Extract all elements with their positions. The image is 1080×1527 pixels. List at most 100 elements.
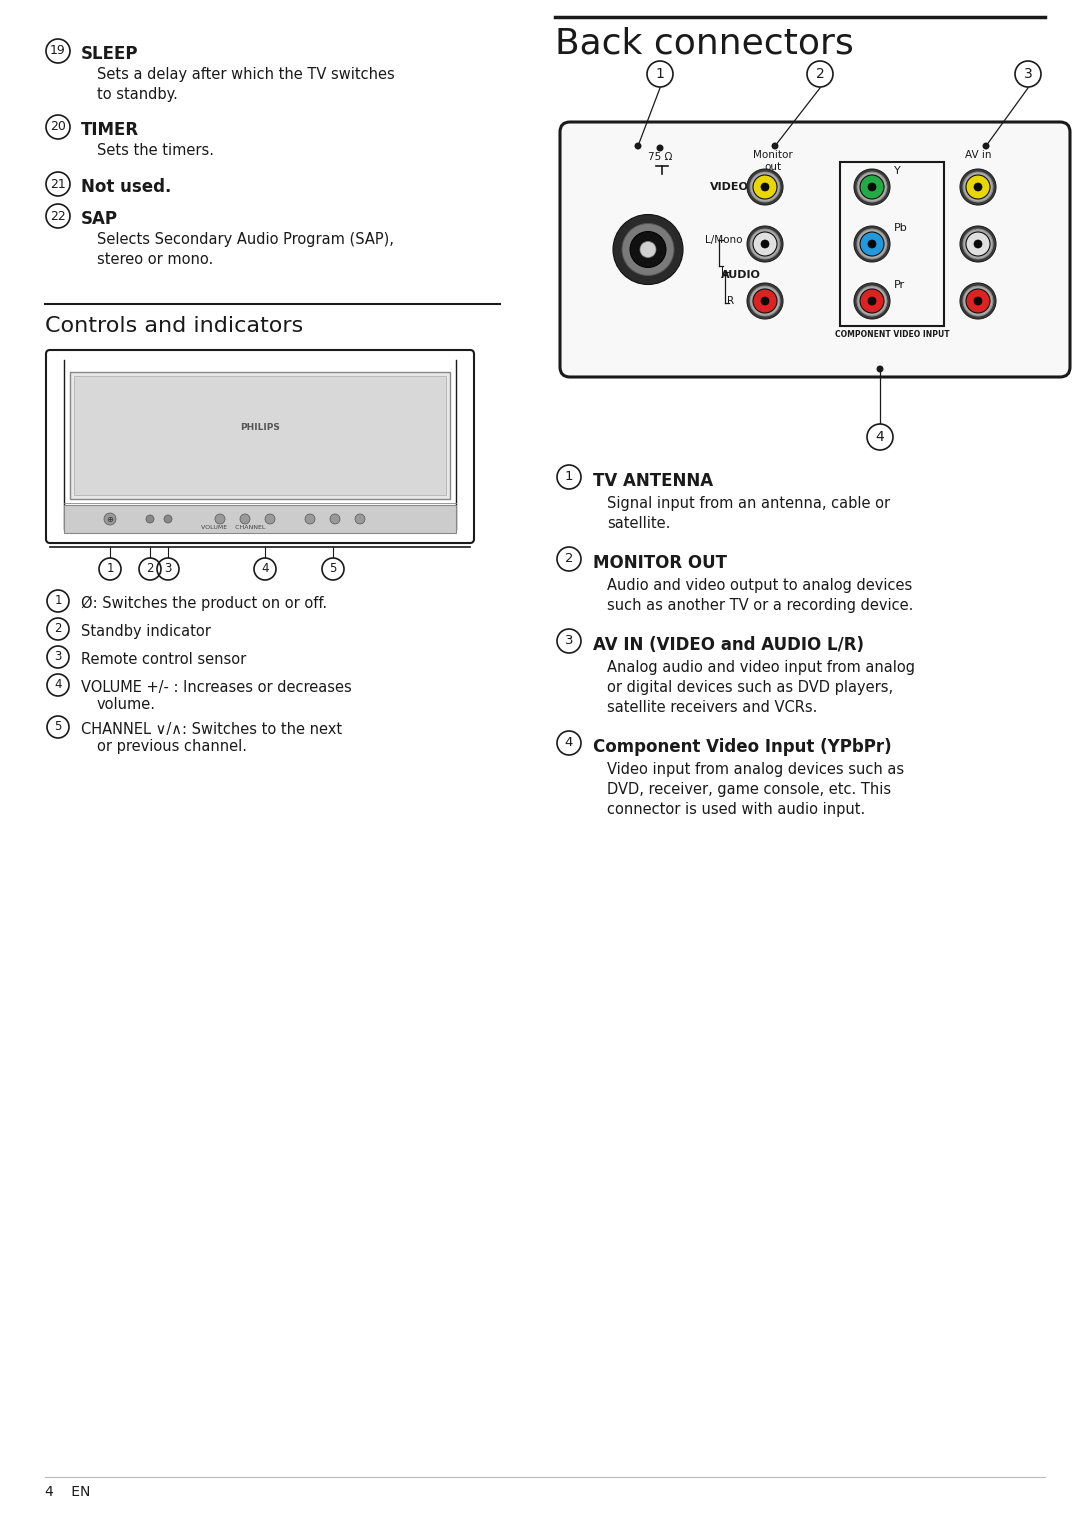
Circle shape [753,176,777,199]
Text: AV IN (VIDEO and AUDIO L/R): AV IN (VIDEO and AUDIO L/R) [593,637,864,654]
Circle shape [966,289,990,313]
Circle shape [868,183,876,191]
Circle shape [750,229,780,260]
Circle shape [960,226,996,263]
Text: 1: 1 [656,67,664,81]
Text: Signal input from an antenna, cable or
satellite.: Signal input from an antenna, cable or s… [607,496,890,531]
Text: Remote control sensor: Remote control sensor [81,652,246,667]
Circle shape [305,515,315,524]
Text: SLEEP: SLEEP [81,44,138,63]
Text: Sets the timers.: Sets the timers. [97,144,214,157]
Text: Ø: Switches the product on or off.: Ø: Switches the product on or off. [81,596,327,611]
Text: VIDEO: VIDEO [710,182,748,192]
Text: AUDIO: AUDIO [721,269,761,279]
Text: 3: 3 [1024,67,1032,81]
Text: Component Video Input (YPbPr): Component Video Input (YPbPr) [593,738,892,756]
Circle shape [858,229,887,260]
Text: volume.: volume. [97,696,156,712]
Circle shape [753,232,777,257]
Text: Sets a delay after which the TV switches
to standby.: Sets a delay after which the TV switches… [97,67,395,102]
Circle shape [747,169,783,205]
Circle shape [963,173,993,202]
Circle shape [868,240,876,247]
Text: 19: 19 [50,44,66,58]
Circle shape [854,282,890,319]
Text: VOLUME +/- : Increases or decreases: VOLUME +/- : Increases or decreases [81,680,352,695]
Text: TIMER: TIMER [81,121,139,139]
Circle shape [657,145,663,151]
Circle shape [860,289,885,313]
Text: 22: 22 [50,209,66,223]
Text: 2: 2 [815,67,824,81]
Text: 4: 4 [261,562,269,576]
Text: PHILIPS: PHILIPS [240,423,280,432]
Circle shape [640,241,656,258]
Text: Video input from analog devices such as
DVD, receiver, game console, etc. This
c: Video input from analog devices such as … [607,762,904,817]
Text: 3: 3 [54,651,62,664]
Text: MONITOR OUT: MONITOR OUT [593,554,727,573]
Circle shape [860,176,885,199]
Text: R: R [727,296,734,305]
Text: Pr: Pr [894,279,905,290]
Text: Selects Secondary Audio Program (SAP),
stereo or mono.: Selects Secondary Audio Program (SAP), s… [97,232,394,267]
Text: Analog audio and video input from analog
or digital devices such as DVD players,: Analog audio and video input from analog… [607,660,915,715]
Circle shape [750,286,780,316]
Circle shape [771,142,779,150]
Text: 4: 4 [876,431,885,444]
Text: 2: 2 [146,562,153,576]
Circle shape [974,296,982,305]
Text: Pb: Pb [894,223,908,234]
Circle shape [104,513,116,525]
Circle shape [963,229,993,260]
Circle shape [215,515,225,524]
Circle shape [613,214,683,284]
Text: 4    EN: 4 EN [45,1484,91,1500]
Text: or previous channel.: or previous channel. [97,739,247,754]
Text: Back connectors: Back connectors [555,27,854,61]
Circle shape [877,365,883,373]
Circle shape [164,515,172,524]
FancyBboxPatch shape [46,350,474,544]
Text: 3: 3 [565,635,573,647]
Circle shape [860,232,885,257]
Text: 5: 5 [329,562,337,576]
Text: CHANNEL ∨/∧: Switches to the next: CHANNEL ∨/∧: Switches to the next [81,722,342,738]
Circle shape [753,289,777,313]
Text: VOLUME    CHANNEL: VOLUME CHANNEL [201,525,266,530]
Text: 1: 1 [565,470,573,484]
Text: COMPONENT VIDEO INPUT: COMPONENT VIDEO INPUT [835,330,949,339]
Circle shape [747,282,783,319]
Text: 3: 3 [164,562,172,576]
Circle shape [974,240,982,247]
Text: Not used.: Not used. [81,179,172,195]
FancyBboxPatch shape [70,373,450,499]
Text: ⊕: ⊕ [107,515,113,524]
Text: 1: 1 [106,562,113,576]
Text: Controls and indicators: Controls and indicators [45,316,303,336]
FancyBboxPatch shape [64,505,456,533]
Circle shape [630,232,666,267]
Circle shape [966,232,990,257]
Text: Y: Y [894,166,901,176]
Text: L/Mono: L/Mono [705,235,743,244]
Circle shape [622,223,674,275]
Text: TV ANTENNA: TV ANTENNA [593,472,713,490]
Circle shape [761,183,769,191]
Circle shape [761,296,769,305]
Text: Standby indicator: Standby indicator [81,625,211,638]
Circle shape [974,183,982,191]
Circle shape [750,173,780,202]
Circle shape [854,226,890,263]
Text: AV in: AV in [964,150,991,160]
Circle shape [960,169,996,205]
Circle shape [963,286,993,316]
Text: 2: 2 [54,623,62,635]
Circle shape [635,142,642,150]
Circle shape [761,240,769,247]
Text: 4: 4 [565,736,573,750]
Text: 20: 20 [50,121,66,133]
Circle shape [858,173,887,202]
Circle shape [960,282,996,319]
Circle shape [747,226,783,263]
Circle shape [355,515,365,524]
